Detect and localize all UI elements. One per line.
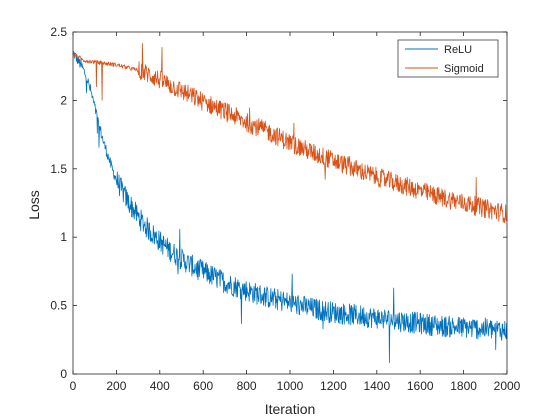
y-tick-label: 2: [60, 93, 67, 107]
legend-label-sigmoid: Sigmoid: [444, 63, 484, 75]
x-tick-label: 200: [106, 379, 126, 393]
x-tick-label: 1800: [450, 379, 477, 393]
series-line-relu: [72, 50, 508, 364]
legend-box: [397, 39, 499, 78]
y-tick-label: 0.5: [50, 299, 67, 313]
x-tick-label: 800: [237, 379, 257, 393]
legend-label-relu: ReLU: [444, 44, 472, 56]
x-tick-label: 2000: [494, 379, 521, 393]
tick-marks: [72, 31, 508, 375]
series-line-sigmoid: [72, 43, 508, 224]
x-tick-label: 0: [70, 379, 77, 393]
x-tick-label: 1400: [363, 379, 390, 393]
x-tick-label: 400: [150, 379, 170, 393]
y-tick-label: 1: [60, 230, 67, 244]
series-layer: [72, 43, 508, 364]
x-axis-label: Iteration: [265, 401, 316, 417]
legend: ReLU Sigmoid: [397, 39, 499, 78]
x-tick-label: 1200: [320, 379, 347, 393]
y-tick-label: 0: [60, 367, 67, 381]
y-axis-label: Loss: [26, 190, 42, 220]
x-tick-label: 1000: [277, 379, 304, 393]
tick-labels: 0 200 400 600 800 1000 1200 1400 1600 1800 2000 0 0.…: [50, 25, 520, 393]
y-tick-label: 1.5: [50, 162, 67, 176]
y-tick-label: 2.5: [50, 25, 67, 39]
x-tick-label: 600: [193, 379, 213, 393]
x-tick-label: 1600: [407, 379, 434, 393]
